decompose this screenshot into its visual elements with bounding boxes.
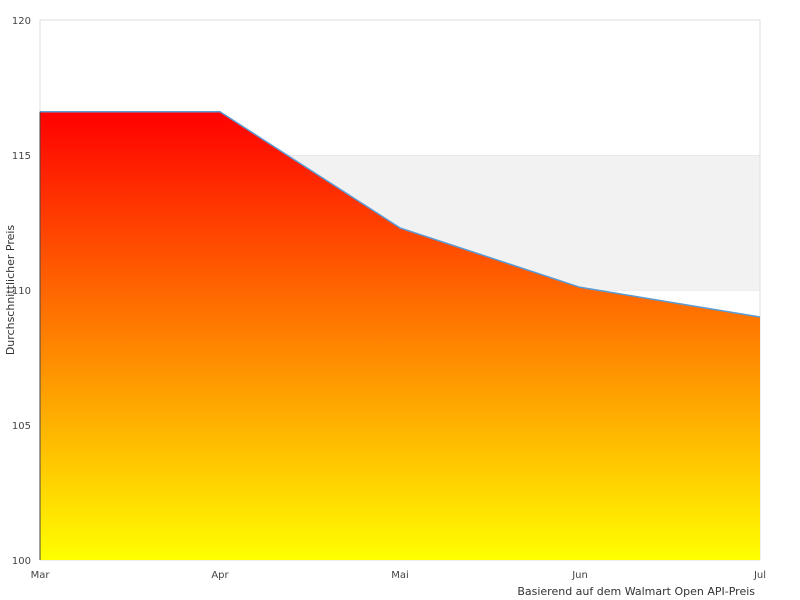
x-axis-label: Basierend auf dem Walmart Open API-Preis: [517, 585, 755, 598]
x-tick-label: Mar: [31, 570, 51, 581]
y-tick-label: 120: [12, 16, 31, 27]
y-tick-label: 105: [12, 421, 31, 432]
y-tick-label: 100: [12, 556, 31, 567]
x-tick-label: Jun: [571, 570, 588, 581]
x-tick-label: Apr: [211, 570, 229, 581]
y-tick-label: 115: [12, 151, 31, 162]
x-tick-label: Jul: [753, 570, 766, 581]
y-tick-label: 110: [12, 286, 31, 297]
area-fill: [40, 111, 760, 561]
y-axis-label: Durchschnittlicher Preis: [4, 225, 17, 356]
x-tick-label: Mai: [391, 570, 409, 581]
